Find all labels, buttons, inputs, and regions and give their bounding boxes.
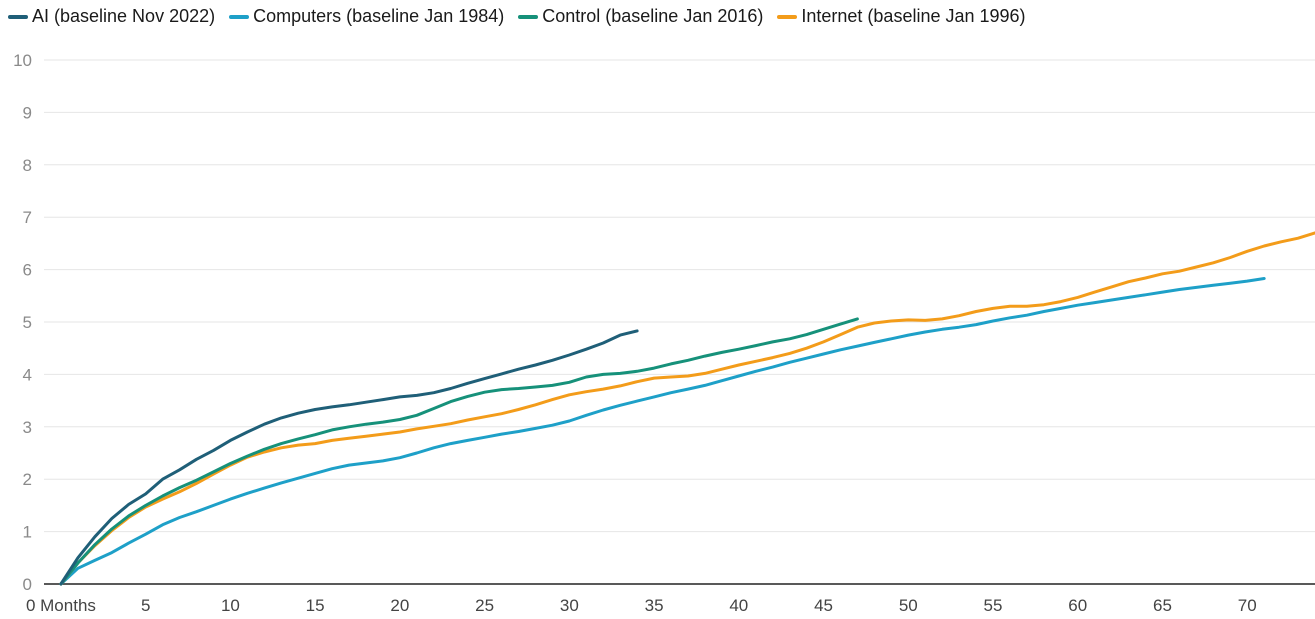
legend-swatch-internet <box>777 14 798 19</box>
x-tick-label-10: 10 <box>221 596 240 615</box>
x-tick-label-0: 0 Months <box>26 596 96 615</box>
y-tick-label-0: 0 <box>23 575 32 594</box>
series-line-control <box>59 317 859 586</box>
x-tick-label-45: 45 <box>814 596 833 615</box>
legend-label-ai: AI (baseline Nov 2022) <box>32 6 216 26</box>
x-tick-label-25: 25 <box>475 596 494 615</box>
legend-item-ai: AI (baseline Nov 2022) <box>8 6 215 27</box>
y-tick-label-7: 7 <box>23 208 32 227</box>
y-tick-label-2: 2 <box>23 470 32 489</box>
legend-swatch-control <box>518 14 539 19</box>
x-tick-label-50: 50 <box>899 596 918 615</box>
legend-item-internet: Internet (baseline Jan 1996) <box>777 6 1026 27</box>
y-tick-label-6: 6 <box>23 261 32 280</box>
legend-label-internet: Internet (baseline Jan 1996) <box>801 6 1026 26</box>
x-tick-label-15: 15 <box>306 596 325 615</box>
x-tick-label-40: 40 <box>729 596 748 615</box>
y-tick-label-10: 10 <box>13 51 32 70</box>
x-tick-label-20: 20 <box>390 596 409 615</box>
y-tick-label-8: 8 <box>23 156 32 175</box>
x-tick-label-35: 35 <box>645 596 664 615</box>
legend-label-computers: Computers (baseline Jan 1984) <box>253 6 505 26</box>
series-line-ai <box>59 329 639 586</box>
x-tick-label-60: 60 <box>1068 596 1087 615</box>
series-line-computers <box>59 277 1266 586</box>
x-tick-label-5: 5 <box>141 596 150 615</box>
y-tick-label-4: 4 <box>23 365 32 384</box>
legend-swatch-computers <box>229 14 250 19</box>
legend: AI (baseline Nov 2022) Computers (baseli… <box>8 6 1026 27</box>
y-tick-label-9: 9 <box>23 103 32 122</box>
series-line-internet <box>59 231 1315 586</box>
legend-label-control: Control (baseline Jan 2016) <box>542 6 764 26</box>
legend-item-computers: Computers (baseline Jan 1984) <box>229 6 504 27</box>
y-tick-label-3: 3 <box>23 418 32 437</box>
x-tick-label-70: 70 <box>1238 596 1257 615</box>
x-tick-label-30: 30 <box>560 596 579 615</box>
y-tick-label-5: 5 <box>23 313 32 332</box>
legend-item-control: Control (baseline Jan 2016) <box>518 6 763 27</box>
y-tick-label-1: 1 <box>23 523 32 542</box>
legend-swatch-ai <box>8 14 28 19</box>
x-tick-label-55: 55 <box>984 596 1003 615</box>
x-tick-label-65: 65 <box>1153 596 1172 615</box>
